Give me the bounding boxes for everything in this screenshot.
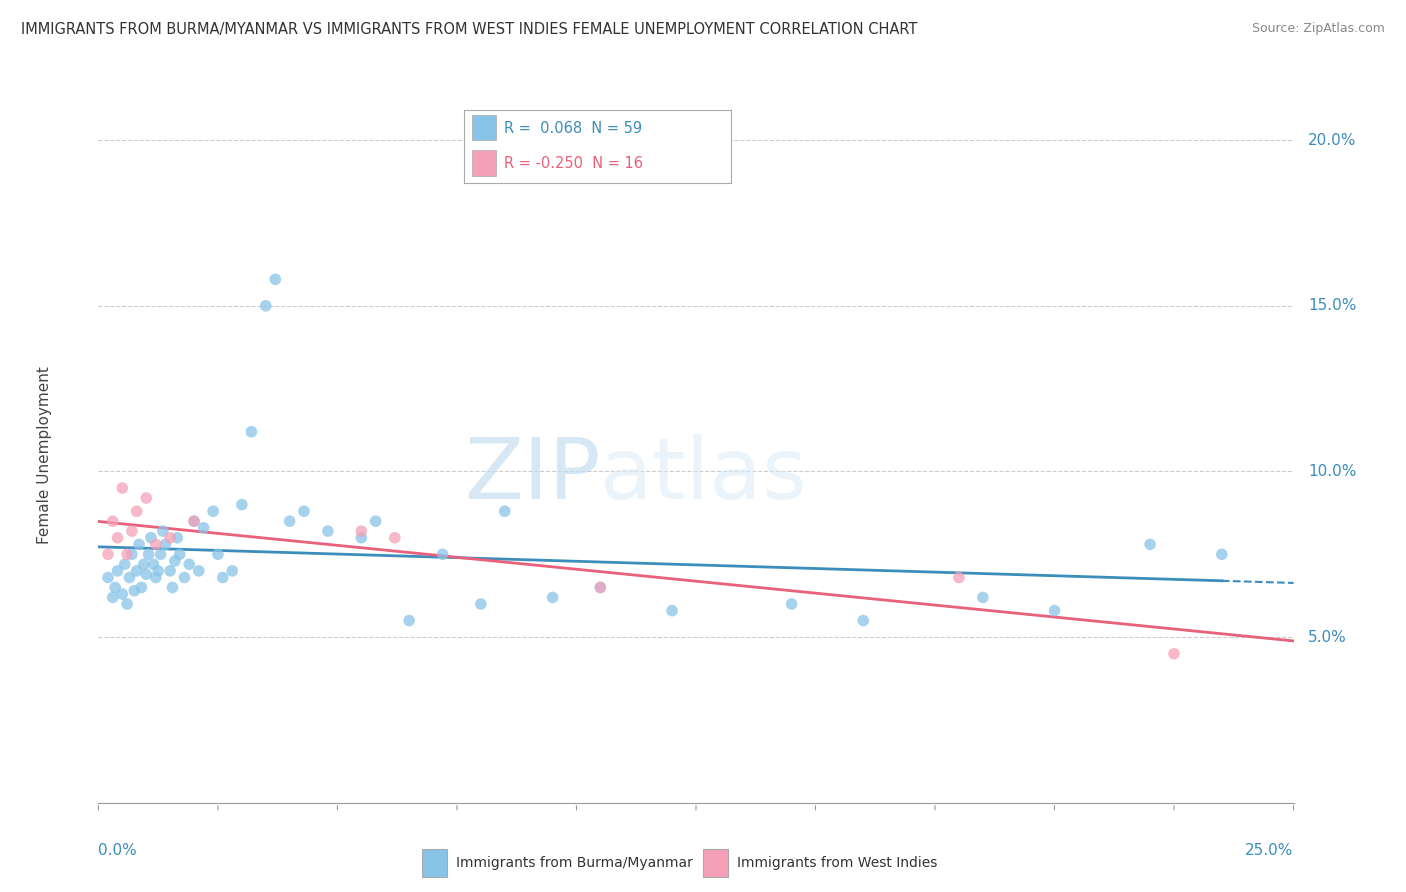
- Point: [221, 564, 243, 578]
- Point: [125, 564, 148, 578]
- Point: [131, 581, 153, 595]
- Point: [159, 564, 181, 578]
- Text: 5.0%: 5.0%: [1308, 630, 1347, 645]
- Point: [142, 558, 165, 572]
- Point: [166, 531, 188, 545]
- Point: [145, 570, 167, 584]
- Text: 25.0%: 25.0%: [1246, 843, 1294, 857]
- Point: [132, 558, 155, 572]
- Point: [159, 531, 181, 545]
- Point: [1139, 537, 1161, 551]
- Point: [148, 564, 170, 578]
- Point: [1211, 547, 1233, 561]
- Point: [187, 564, 209, 578]
- Point: [432, 547, 454, 561]
- Point: [121, 547, 143, 561]
- FancyBboxPatch shape: [703, 849, 728, 877]
- Point: [852, 614, 875, 628]
- Text: 0.0%: 0.0%: [98, 843, 138, 857]
- Point: [398, 614, 420, 628]
- FancyBboxPatch shape: [472, 150, 496, 176]
- Point: [207, 547, 229, 561]
- Point: [135, 567, 157, 582]
- Point: [780, 597, 803, 611]
- Text: ZIP: ZIP: [464, 434, 600, 517]
- Text: Immigrants from Burma/Myanmar: Immigrants from Burma/Myanmar: [456, 856, 692, 870]
- Point: [183, 514, 205, 528]
- Point: [589, 581, 612, 595]
- Point: [152, 524, 174, 538]
- Point: [240, 425, 263, 439]
- Point: [541, 591, 564, 605]
- Text: 10.0%: 10.0%: [1308, 464, 1357, 479]
- Point: [97, 547, 120, 561]
- Point: [589, 581, 612, 595]
- Point: [364, 514, 387, 528]
- Point: [128, 537, 150, 551]
- Point: [138, 547, 160, 561]
- FancyBboxPatch shape: [472, 115, 496, 140]
- Text: R =  0.068  N = 59: R = 0.068 N = 59: [505, 120, 643, 136]
- Point: [350, 531, 373, 545]
- Point: [169, 547, 191, 561]
- Point: [135, 491, 157, 505]
- Point: [948, 570, 970, 584]
- Point: [183, 514, 205, 528]
- Text: Source: ZipAtlas.com: Source: ZipAtlas.com: [1251, 22, 1385, 36]
- Point: [118, 570, 141, 584]
- Text: Female Unemployment: Female Unemployment: [37, 366, 52, 544]
- Point: [124, 583, 146, 598]
- Point: [104, 581, 127, 595]
- Point: [149, 547, 172, 561]
- Point: [111, 481, 134, 495]
- Point: [121, 524, 143, 538]
- Point: [292, 504, 315, 518]
- Point: [97, 570, 120, 584]
- Point: [115, 547, 138, 561]
- Text: 15.0%: 15.0%: [1308, 298, 1357, 313]
- Text: IMMIGRANTS FROM BURMA/MYANMAR VS IMMIGRANTS FROM WEST INDIES FEMALE UNEMPLOYMENT: IMMIGRANTS FROM BURMA/MYANMAR VS IMMIGRA…: [21, 22, 918, 37]
- Point: [139, 531, 162, 545]
- Point: [384, 531, 406, 545]
- Point: [494, 504, 516, 518]
- Text: Immigrants from West Indies: Immigrants from West Indies: [737, 856, 938, 870]
- Point: [972, 591, 994, 605]
- Point: [163, 554, 186, 568]
- Point: [231, 498, 253, 512]
- Point: [193, 521, 215, 535]
- Point: [179, 558, 201, 572]
- Point: [316, 524, 339, 538]
- Point: [155, 537, 177, 551]
- Point: [350, 524, 373, 538]
- Text: atlas: atlas: [600, 434, 808, 517]
- Point: [211, 570, 233, 584]
- Point: [202, 504, 225, 518]
- Point: [254, 299, 277, 313]
- Point: [101, 591, 124, 605]
- Point: [145, 537, 167, 551]
- Point: [1043, 604, 1066, 618]
- Point: [115, 597, 138, 611]
- Point: [125, 504, 148, 518]
- Point: [101, 514, 124, 528]
- Point: [1163, 647, 1185, 661]
- Point: [661, 604, 683, 618]
- Text: R = -0.250  N = 16: R = -0.250 N = 16: [505, 155, 643, 170]
- Point: [278, 514, 301, 528]
- Point: [470, 597, 492, 611]
- Point: [114, 558, 136, 572]
- Point: [107, 564, 129, 578]
- Point: [264, 272, 287, 286]
- FancyBboxPatch shape: [422, 849, 447, 877]
- Text: 20.0%: 20.0%: [1308, 133, 1357, 148]
- Point: [173, 570, 195, 584]
- Point: [111, 587, 134, 601]
- Point: [107, 531, 129, 545]
- Point: [162, 581, 184, 595]
